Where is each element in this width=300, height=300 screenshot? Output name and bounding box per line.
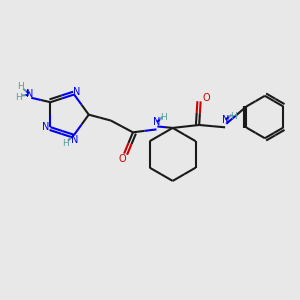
Text: H: H (15, 93, 22, 102)
Text: N: N (71, 135, 78, 145)
Text: N: N (73, 87, 80, 97)
Text: H: H (62, 139, 69, 148)
Text: N: N (222, 115, 230, 125)
Text: O: O (203, 93, 210, 103)
Text: H: H (18, 82, 24, 91)
Text: O: O (119, 154, 126, 164)
Text: H: H (230, 112, 236, 121)
Text: N: N (153, 117, 160, 127)
Text: N: N (42, 122, 50, 132)
Text: H: H (160, 113, 167, 122)
Text: N: N (26, 89, 33, 99)
